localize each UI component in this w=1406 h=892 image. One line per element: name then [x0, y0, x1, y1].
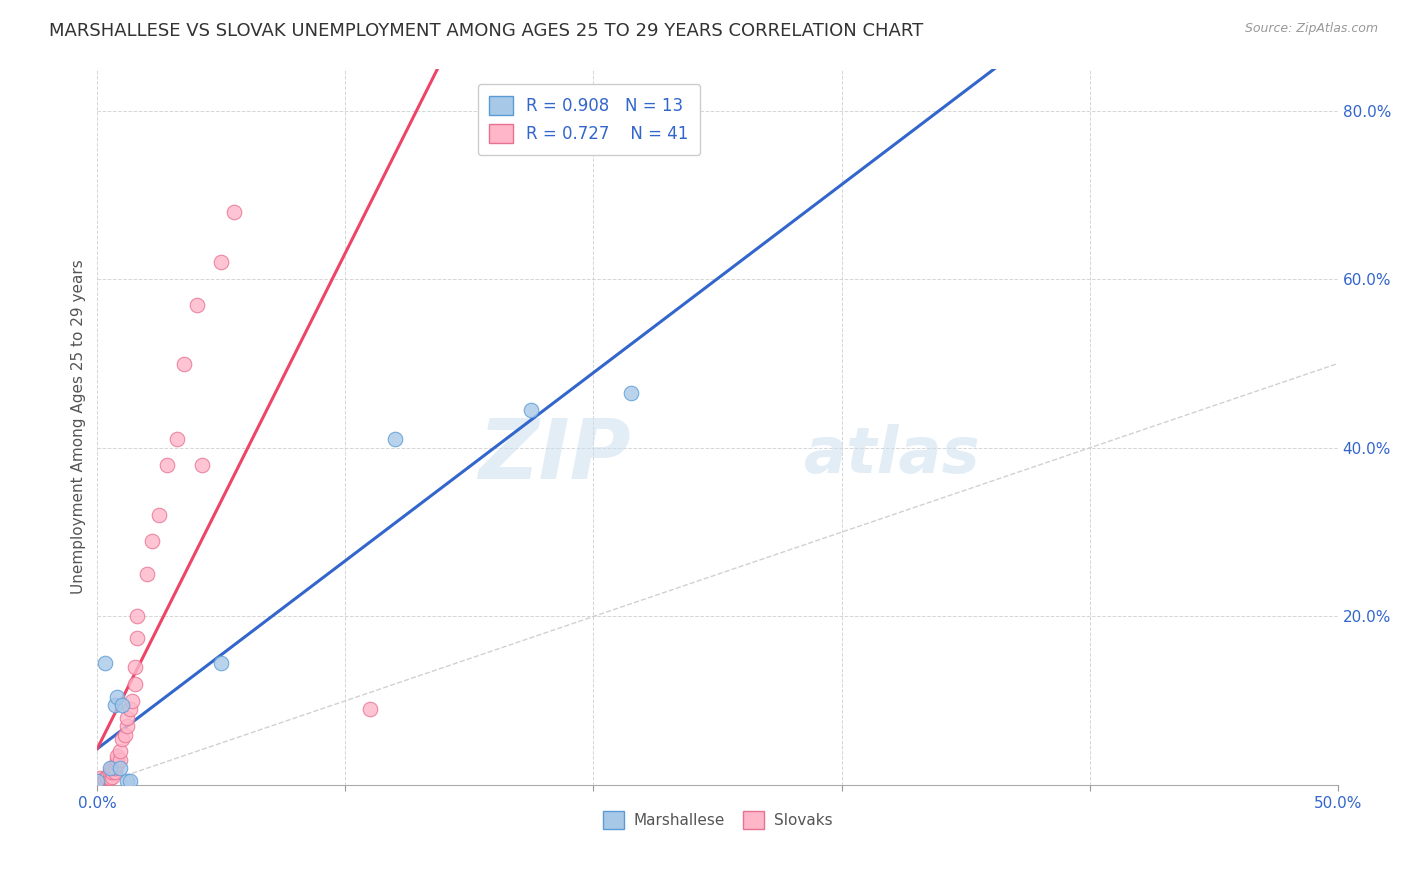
Point — [186, 297, 208, 311]
Text: MARSHALLESE VS SLOVAK UNEMPLOYMENT AMONG AGES 25 TO 29 YEARS CORRELATION CHART: MARSHALLESE VS SLOVAK UNEMPLOYMENT AMONG… — [49, 22, 924, 40]
Point — [104, 698, 127, 712]
Point — [101, 765, 124, 780]
Point — [96, 770, 118, 784]
Point — [173, 357, 195, 371]
Point — [141, 533, 163, 548]
Point — [209, 255, 232, 269]
Point — [108, 761, 131, 775]
Point — [125, 631, 148, 645]
Point — [209, 656, 232, 670]
Point — [105, 748, 128, 763]
Point — [190, 458, 212, 472]
Point — [114, 727, 136, 741]
Point — [520, 403, 543, 417]
Text: Source: ZipAtlas.com: Source: ZipAtlas.com — [1244, 22, 1378, 36]
Point — [94, 773, 117, 788]
Point — [104, 765, 127, 780]
Point — [118, 773, 141, 788]
Point — [115, 773, 138, 788]
Text: ZIP: ZIP — [478, 415, 631, 496]
Point — [222, 204, 245, 219]
Point — [108, 753, 131, 767]
Point — [111, 698, 134, 712]
Point — [124, 677, 146, 691]
Y-axis label: Unemployment Among Ages 25 to 29 years: Unemployment Among Ages 25 to 29 years — [72, 260, 86, 594]
Point — [108, 744, 131, 758]
Point — [98, 765, 121, 780]
Point — [89, 772, 111, 786]
Point — [98, 772, 121, 786]
Legend: Marshallese, Slovaks: Marshallese, Slovaks — [596, 805, 838, 835]
Point — [101, 761, 124, 775]
Point — [156, 458, 179, 472]
Point — [384, 433, 406, 447]
Point — [136, 567, 159, 582]
Point — [118, 702, 141, 716]
Point — [148, 508, 170, 523]
Point — [105, 757, 128, 772]
Point — [94, 772, 117, 786]
Point — [101, 770, 124, 784]
Point — [359, 702, 381, 716]
Point — [91, 777, 114, 791]
Point — [96, 770, 118, 784]
Point — [124, 660, 146, 674]
Point — [86, 773, 108, 788]
Point — [111, 731, 134, 746]
Point — [89, 777, 111, 791]
Point — [96, 772, 118, 786]
Point — [166, 433, 188, 447]
Point — [115, 711, 138, 725]
Point — [121, 694, 143, 708]
Point — [115, 719, 138, 733]
Point — [125, 609, 148, 624]
Point — [104, 761, 127, 775]
Point — [98, 761, 121, 775]
Point — [105, 753, 128, 767]
Point — [94, 656, 117, 670]
Text: atlas: atlas — [804, 425, 981, 486]
Point — [105, 690, 128, 704]
Point — [620, 386, 643, 401]
